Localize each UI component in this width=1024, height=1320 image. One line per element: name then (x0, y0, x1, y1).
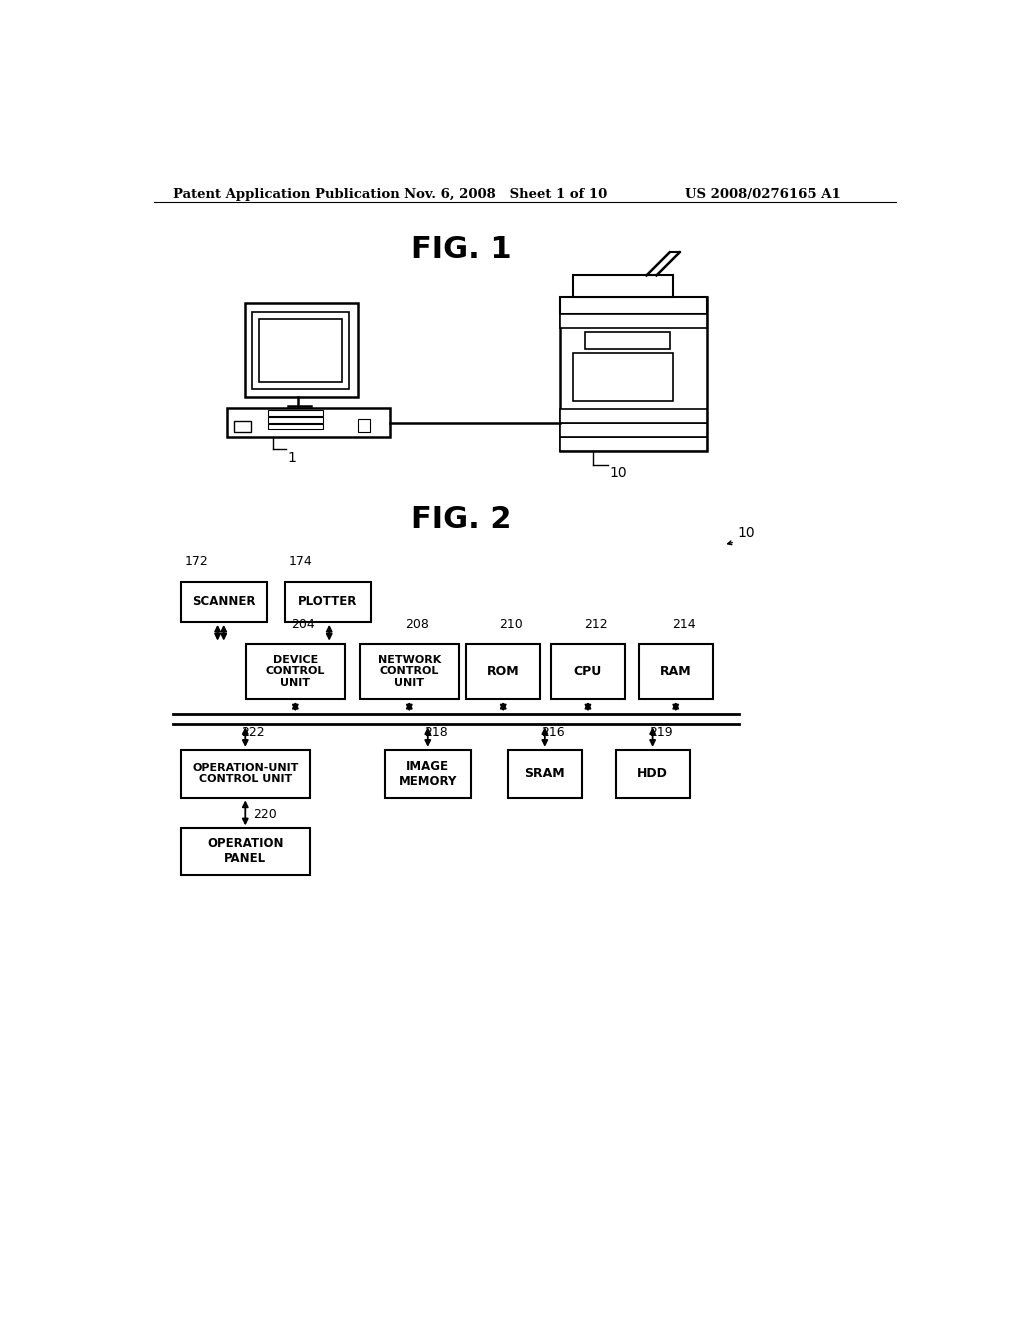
Bar (508, 750, 582, 797)
Text: SCANNER: SCANNER (191, 595, 255, 609)
Bar (360, 644, 459, 700)
Text: 10: 10 (609, 466, 627, 480)
Bar (267, 411, 323, 416)
Text: HDD: HDD (637, 767, 668, 780)
Bar (285, 582, 371, 622)
Text: 10: 10 (737, 527, 755, 540)
Text: Patent Application Publication: Patent Application Publication (173, 187, 399, 201)
Bar (560, 424, 707, 437)
Text: 219: 219 (649, 726, 673, 739)
Bar (560, 297, 707, 451)
Text: NETWORK
CONTROL
UNIT: NETWORK CONTROL UNIT (378, 655, 441, 688)
Bar (573, 354, 674, 401)
Text: PLOTTER: PLOTTER (298, 595, 357, 609)
Text: 204: 204 (292, 618, 315, 631)
Bar (246, 644, 345, 700)
Bar (560, 437, 707, 451)
Bar (259, 318, 342, 381)
Bar (585, 333, 670, 350)
Text: OPERATION-UNIT
CONTROL UNIT: OPERATION-UNIT CONTROL UNIT (193, 763, 298, 784)
Text: CPU: CPU (573, 665, 602, 677)
Bar (245, 304, 358, 397)
Bar (615, 750, 689, 797)
Text: 216: 216 (541, 726, 564, 739)
Text: ROM: ROM (487, 665, 519, 677)
Bar (560, 297, 707, 314)
Bar (267, 424, 323, 429)
Text: 222: 222 (242, 726, 265, 739)
Text: OPERATION
PANEL: OPERATION PANEL (207, 837, 284, 866)
Bar (560, 314, 707, 327)
Text: Nov. 6, 2008   Sheet 1 of 10: Nov. 6, 2008 Sheet 1 of 10 (403, 187, 607, 201)
Bar (560, 409, 707, 424)
Text: RAM: RAM (659, 665, 691, 677)
Bar (180, 582, 267, 622)
Text: 210: 210 (500, 618, 523, 631)
Bar (385, 750, 471, 797)
Bar (252, 313, 349, 389)
Text: FIG. 2: FIG. 2 (412, 506, 512, 533)
Text: FIG. 1: FIG. 1 (412, 235, 512, 264)
Bar (226, 408, 390, 437)
Text: 208: 208 (406, 618, 429, 631)
Bar (357, 420, 370, 432)
Bar (573, 276, 674, 297)
Text: 214: 214 (672, 618, 695, 631)
Bar (551, 644, 625, 700)
Bar (233, 421, 251, 432)
Text: 1: 1 (288, 451, 297, 465)
Bar (466, 644, 541, 700)
Text: 172: 172 (184, 554, 208, 568)
Text: 212: 212 (584, 618, 607, 631)
Bar (267, 417, 323, 422)
Text: 174: 174 (289, 554, 312, 568)
Text: US 2008/0276165 A1: US 2008/0276165 A1 (685, 187, 841, 201)
Text: IMAGE
MEMORY: IMAGE MEMORY (398, 759, 457, 788)
Text: SRAM: SRAM (524, 767, 565, 780)
Text: 218: 218 (424, 726, 447, 739)
Bar (180, 750, 310, 797)
Text: 220: 220 (253, 808, 276, 821)
Text: DEVICE
CONTROL
UNIT: DEVICE CONTROL UNIT (265, 655, 325, 688)
Bar (639, 644, 713, 700)
Bar (180, 829, 310, 875)
